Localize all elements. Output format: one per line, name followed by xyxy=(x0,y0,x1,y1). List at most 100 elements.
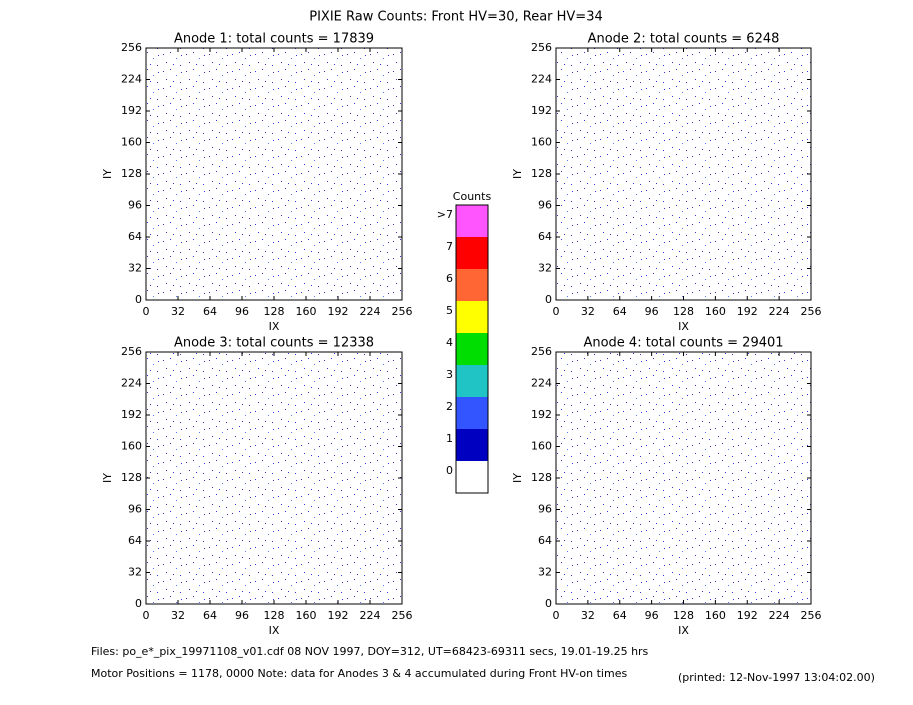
footer-files: Files: po_e*_pix_19971108_v01.cdf 08 NOV… xyxy=(91,645,649,658)
colorbar-label: 0 xyxy=(446,464,453,477)
x-tick-label: 256 xyxy=(392,305,413,318)
y-tick-label: 160 xyxy=(121,440,142,453)
y-tick-label: 64 xyxy=(128,230,142,243)
x-tick-label: 96 xyxy=(645,305,659,318)
y-tick-label: 224 xyxy=(121,73,142,86)
colorbar-label: 6 xyxy=(446,272,453,285)
colorbar-label: 4 xyxy=(446,336,453,349)
y-tick-label: 0 xyxy=(135,293,142,306)
y-axis-label: IY xyxy=(511,473,524,483)
y-tick-label: 32 xyxy=(538,566,552,579)
page-title: PIXIE Raw Counts: Front HV=30, Rear HV=3… xyxy=(309,10,603,25)
x-tick-label: 256 xyxy=(801,609,822,622)
x-tick-label: 192 xyxy=(737,305,758,318)
y-tick-label: 0 xyxy=(135,597,142,610)
x-tick-label: 0 xyxy=(143,305,150,318)
y-tick-label: 128 xyxy=(121,471,142,484)
x-tick-label: 160 xyxy=(296,609,317,622)
color-swatch xyxy=(456,461,488,493)
y-tick-label: 96 xyxy=(538,199,552,212)
x-tick-label: 96 xyxy=(235,305,249,318)
y-tick-label: 0 xyxy=(545,293,552,306)
colorbar-title: Counts xyxy=(453,190,492,203)
x-tick-label: 128 xyxy=(264,305,285,318)
y-tick-label: 224 xyxy=(531,73,552,86)
colorbar-label: 1 xyxy=(446,432,453,445)
color-swatch xyxy=(456,269,488,301)
y-tick-label: 256 xyxy=(121,41,142,54)
x-tick-label: 96 xyxy=(645,609,659,622)
y-tick-label: 160 xyxy=(531,440,552,453)
y-tick-label: 192 xyxy=(121,408,142,421)
y-tick-label: 32 xyxy=(128,566,142,579)
panel-title: Anode 3: total counts = 12338 xyxy=(174,336,374,351)
y-tick-label: 256 xyxy=(531,345,552,358)
colorbar-label: 7 xyxy=(446,240,453,253)
color-swatch xyxy=(456,333,488,365)
y-tick-label: 224 xyxy=(531,377,552,390)
y-tick-label: 128 xyxy=(121,167,142,180)
x-tick-label: 224 xyxy=(769,305,790,318)
footer-motor: Motor Positions = 1178, 0000 Note: data … xyxy=(91,667,627,680)
x-tick-label: 128 xyxy=(673,305,694,318)
y-tick-label: 160 xyxy=(121,136,142,149)
x-axis-label: IX xyxy=(678,624,689,637)
y-tick-label: 96 xyxy=(128,199,142,212)
x-tick-label: 0 xyxy=(143,609,150,622)
x-tick-label: 224 xyxy=(360,305,381,318)
y-tick-label: 192 xyxy=(531,408,552,421)
x-tick-label: 256 xyxy=(392,609,413,622)
y-tick-label: 192 xyxy=(121,104,142,117)
y-tick-label: 128 xyxy=(531,167,552,180)
x-tick-label: 160 xyxy=(296,305,317,318)
x-tick-label: 64 xyxy=(203,609,217,622)
x-tick-label: 128 xyxy=(264,609,285,622)
color-swatch xyxy=(456,237,488,269)
panel-title: Anode 1: total counts = 17839 xyxy=(174,32,374,47)
x-tick-label: 32 xyxy=(581,609,595,622)
colorbar-frame xyxy=(455,204,489,494)
x-tick-label: 192 xyxy=(328,609,349,622)
x-axis-label: IX xyxy=(678,320,689,333)
x-tick-label: 32 xyxy=(171,609,185,622)
x-tick-label: 192 xyxy=(328,305,349,318)
panel-title: Anode 2: total counts = 6248 xyxy=(588,32,780,47)
y-axis-label: IY xyxy=(101,473,114,483)
x-tick-label: 0 xyxy=(553,609,560,622)
y-tick-label: 64 xyxy=(538,534,552,547)
x-tick-label: 32 xyxy=(171,305,185,318)
x-tick-label: 224 xyxy=(360,609,381,622)
colorbar-label: >7 xyxy=(437,208,453,221)
y-tick-label: 96 xyxy=(538,503,552,516)
plot-area xyxy=(146,352,402,604)
footer-printed: (printed: 12-Nov-1997 13:04:02.00) xyxy=(678,671,875,684)
x-tick-label: 192 xyxy=(737,609,758,622)
color-swatch xyxy=(456,397,488,429)
y-axis-label: IY xyxy=(101,169,114,179)
y-tick-label: 96 xyxy=(128,503,142,516)
x-tick-label: 64 xyxy=(613,609,627,622)
y-tick-label: 64 xyxy=(538,230,552,243)
color-swatch xyxy=(456,365,488,397)
plot-area xyxy=(146,48,402,300)
y-tick-label: 192 xyxy=(531,104,552,117)
y-tick-label: 256 xyxy=(121,345,142,358)
y-tick-label: 32 xyxy=(538,262,552,275)
y-tick-label: 160 xyxy=(531,136,552,149)
x-tick-label: 0 xyxy=(553,305,560,318)
x-tick-label: 128 xyxy=(673,609,694,622)
x-tick-label: 160 xyxy=(705,609,726,622)
color-swatch xyxy=(456,205,488,237)
colorbar-label: 3 xyxy=(446,368,453,381)
x-tick-label: 64 xyxy=(203,305,217,318)
y-tick-label: 256 xyxy=(531,41,552,54)
x-axis-label: IX xyxy=(269,320,280,333)
plot-area xyxy=(556,352,811,604)
color-swatch xyxy=(456,301,488,333)
x-axis-label: IX xyxy=(269,624,280,637)
colorbar-label: 2 xyxy=(446,400,453,413)
y-tick-label: 0 xyxy=(545,597,552,610)
y-tick-label: 32 xyxy=(128,262,142,275)
x-tick-label: 224 xyxy=(769,609,790,622)
